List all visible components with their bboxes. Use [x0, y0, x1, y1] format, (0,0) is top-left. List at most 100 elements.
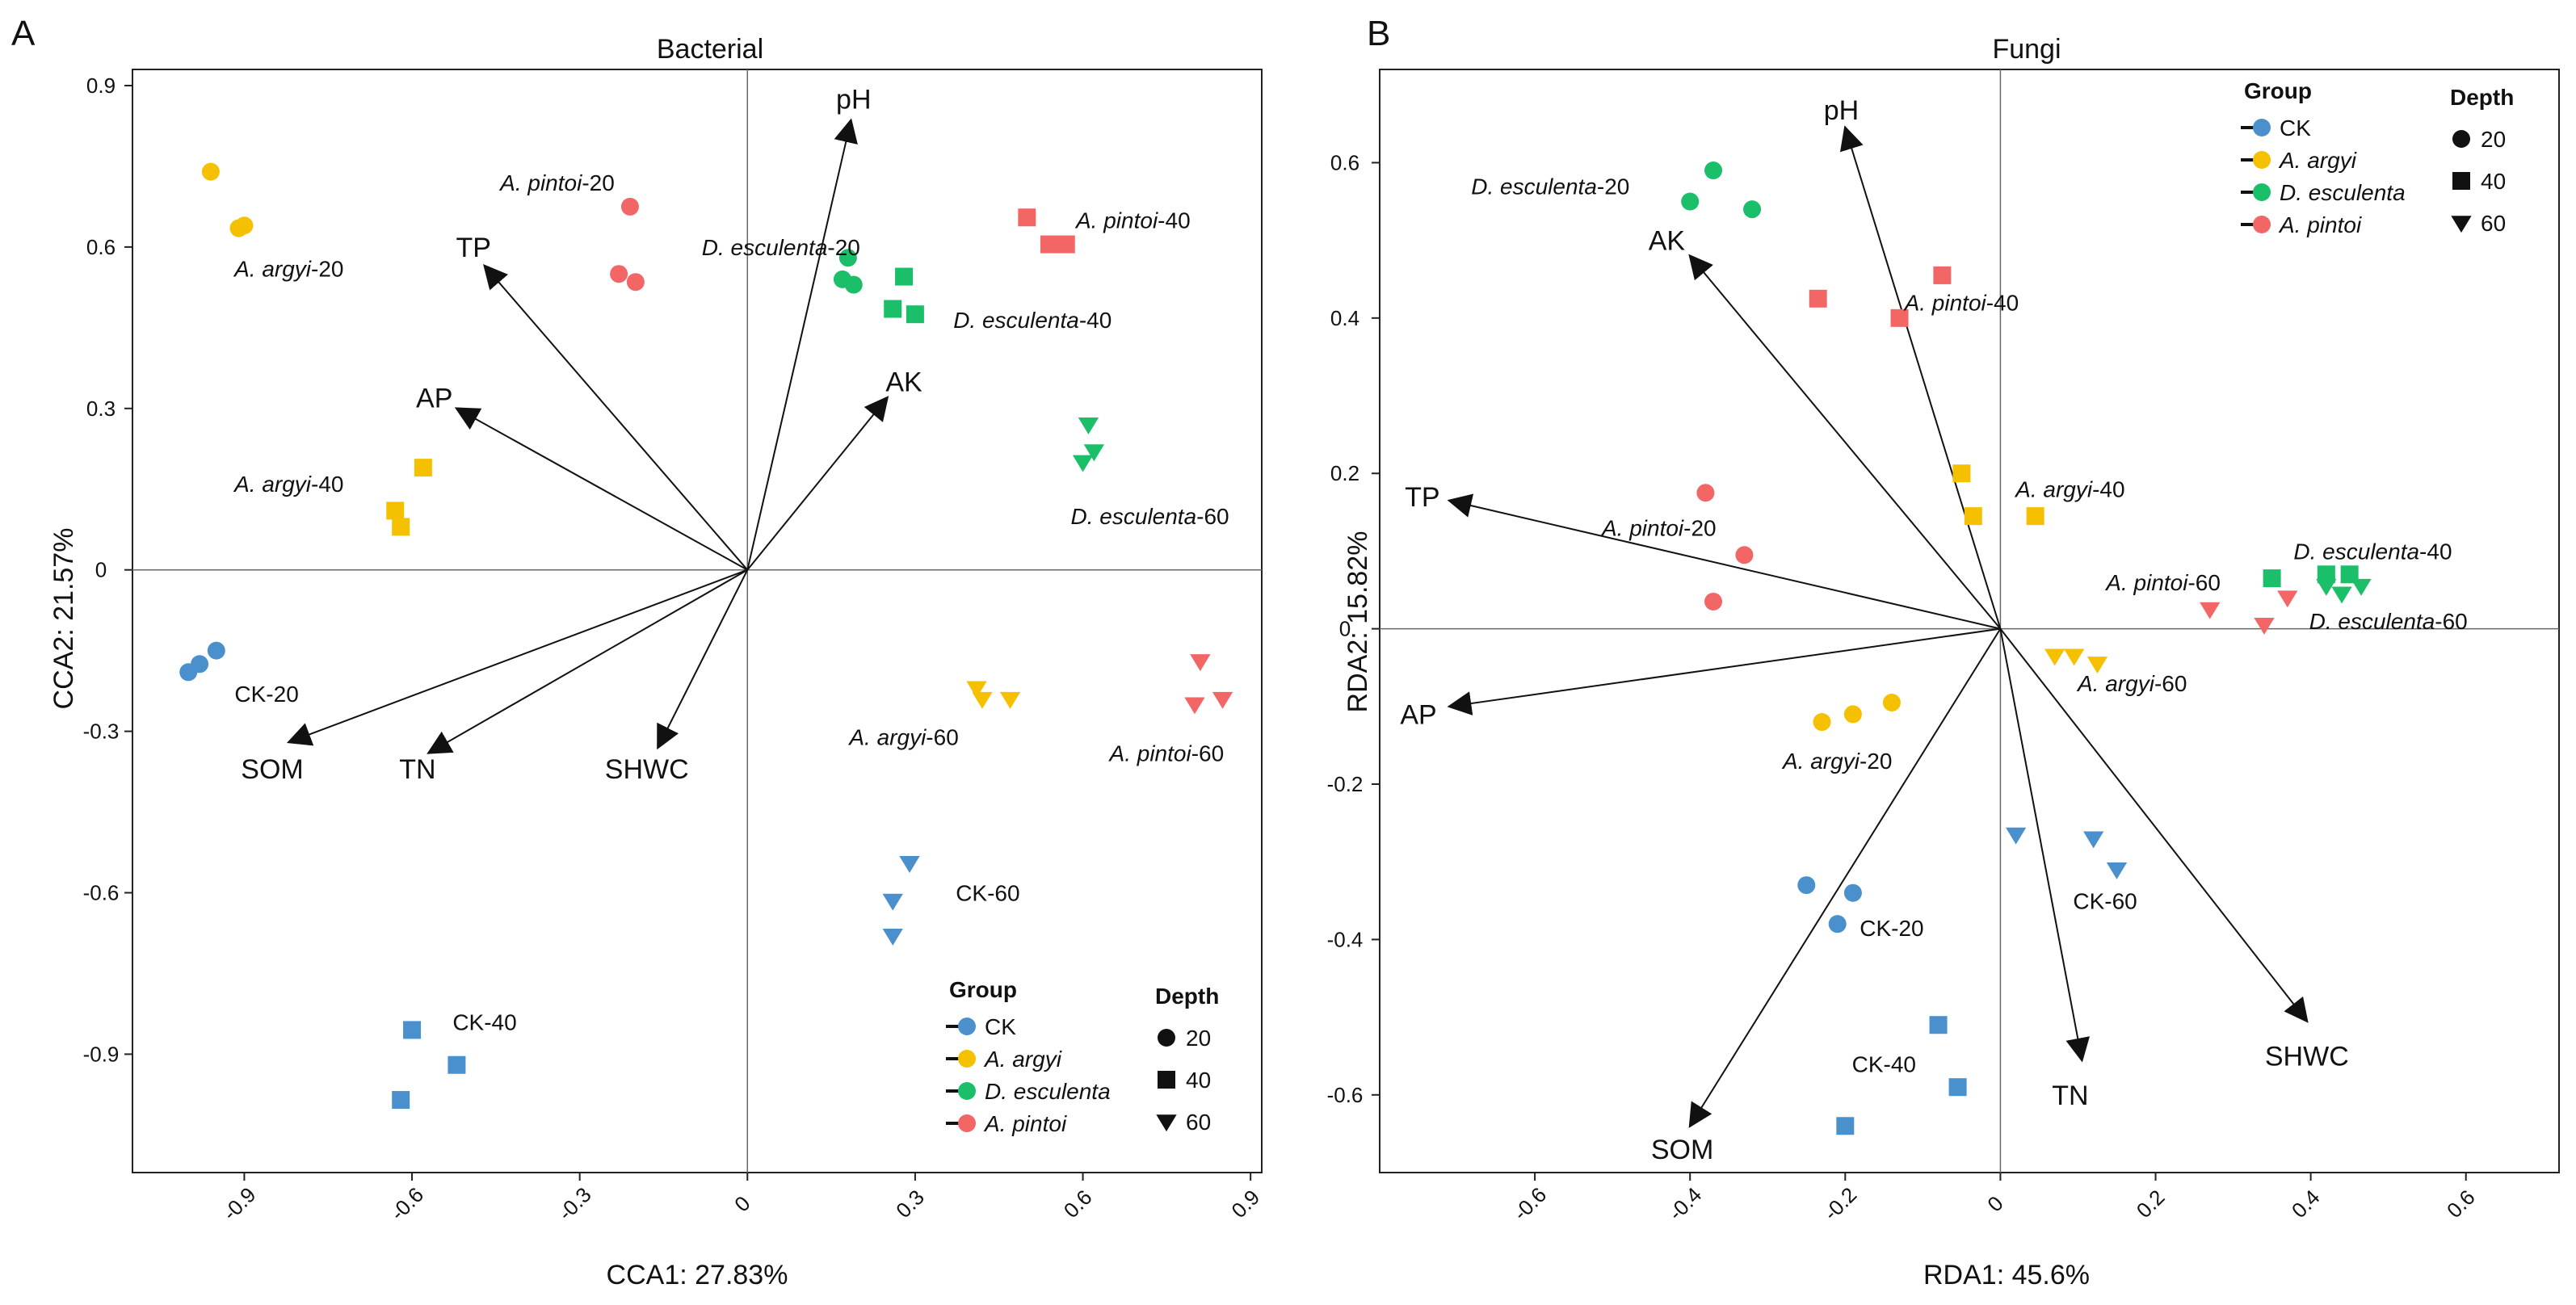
- panel-b-point-apintoi-40: [1933, 266, 1952, 284]
- panel-b-point-desculenta-60: [2351, 578, 2372, 596]
- legend-group-swatch: [958, 1114, 976, 1132]
- legend-depth-label: 60: [2481, 211, 2506, 236]
- panel-b-y-axis-label: RDA2: 15.82%: [1343, 531, 1373, 713]
- legend-depth-swatch: [1156, 1114, 1177, 1132]
- legend-depth-swatch: [2451, 216, 2472, 233]
- point-label-species: A. argyi: [2014, 476, 2093, 501]
- panel-a-point-label: CK-60: [956, 881, 1019, 906]
- panel-b-x-tick-label: -0.2: [1819, 1182, 1862, 1225]
- point-label-species: D. esculenta: [1071, 504, 1197, 529]
- panel-b-y-tick-label: 0.2: [1330, 461, 1359, 485]
- panel-b-vector-label-shwc: SHWC: [2265, 1042, 2349, 1072]
- panel-a-point-ck-40: [448, 1055, 466, 1074]
- panel-b-y-tick-label: 0.6: [1330, 150, 1359, 174]
- point-label-depth: -60: [2435, 609, 2467, 634]
- panel-a-vector-label-tn: TN: [399, 754, 435, 785]
- panel-b-point-ck-60: [2106, 862, 2128, 879]
- legend-group-label: D. esculenta: [2280, 180, 2406, 205]
- point-label-species: D. esculenta: [702, 235, 828, 260]
- panel-b-vector-label-tp: TP: [1405, 482, 1439, 513]
- panel-b-point-label: A. argyi-40: [2014, 476, 2124, 501]
- panel-b-point-aargyi-40: [1964, 507, 1982, 526]
- panel-b-y-tick-label: -0.6: [1327, 1083, 1364, 1107]
- panel-a-point-ck-60: [899, 856, 920, 873]
- panel-b-y-tick-label: 0.4: [1330, 306, 1359, 330]
- panel-b-point-ck-20: [1797, 876, 1816, 895]
- panel-b-point-label: A. pintoi-40: [1903, 291, 2019, 316]
- panel-a-vector-label-shwc: SHWC: [605, 754, 689, 785]
- panel-b-x-tick-label: -0.6: [1508, 1182, 1551, 1225]
- point-label-species: A. argyi: [2076, 671, 2155, 696]
- panel-b-point-label: CK-20: [1860, 916, 1923, 941]
- panel-b-letter: B: [1367, 14, 1390, 53]
- point-label-species: A. argyi: [1781, 749, 1860, 774]
- panel-b-point-aargyi-60: [2044, 648, 2065, 666]
- legend-group-label: A. pintoi: [2278, 212, 2362, 237]
- point-label-depth: -20: [1860, 749, 1892, 774]
- panel-b-point-apintoi-40: [1890, 308, 1909, 327]
- panel-a-point-aargyi-20: [201, 162, 220, 181]
- panel-b-point-apintoi-60: [2277, 590, 2298, 608]
- panel-a-point-ck-60: [882, 893, 903, 911]
- panel-a-vector-label-som: SOM: [241, 754, 303, 785]
- panel-a-vector-som: [286, 569, 748, 746]
- point-label-species: A. pintoi: [1074, 208, 1158, 233]
- panel-a-point-apintoi-60: [1212, 691, 1233, 709]
- panel-a-x-axis-label: CCA1: 27.83%: [607, 1260, 788, 1290]
- panel-b-y-tick-label: -0.2: [1327, 772, 1364, 796]
- point-label-species: A. pintoi: [498, 170, 582, 195]
- legend-depth-label: 20: [2481, 127, 2506, 152]
- point-label-depth: CK-60: [2073, 888, 2137, 913]
- panel-b-point-desculenta-40: [2263, 569, 2281, 588]
- panel-b-point-label: A. pintoi-20: [1600, 516, 1717, 541]
- panel-b-point-desculenta-40: [2340, 565, 2359, 584]
- panel-b-point-ck-60: [2005, 827, 2027, 845]
- panel-b-point-label: A. pintoi-60: [2104, 570, 2221, 595]
- panel-a-point-apintoi-40: [1018, 208, 1036, 227]
- panel-a-x-tick-label: 0.3: [891, 1185, 929, 1223]
- panel-a-point-label: A. pintoi-20: [498, 170, 615, 195]
- panel-b-point-ck-40: [1929, 1016, 1948, 1034]
- panel-a-point-desculenta-40: [895, 267, 914, 286]
- panel-b-point-desculenta-20: [1681, 192, 1700, 211]
- panel-b-x-tick-label: -0.4: [1663, 1182, 1706, 1225]
- panel-a-vector-tp: [483, 263, 749, 571]
- legend-group-title: Group: [2244, 78, 2312, 103]
- legend-group-label: D. esculenta: [985, 1079, 1111, 1104]
- panel-a-point-apintoi-40: [1057, 235, 1075, 254]
- panel-b-vector-tp: [1447, 493, 2001, 630]
- panel-b-plot-frame: [1379, 69, 2560, 1173]
- panel-a-vector-label-ph: pH: [836, 85, 871, 115]
- panel-a-plot-frame: [132, 69, 1263, 1173]
- legend-group-label: CK: [2280, 115, 2311, 141]
- panel-a-vector-ap: [454, 407, 748, 571]
- point-label-species: A. pintoi: [1903, 291, 1987, 316]
- point-label-depth: -20: [311, 257, 343, 282]
- point-label-depth: -60: [2154, 671, 2187, 696]
- panel-b-point-apintoi-40: [1809, 289, 1827, 308]
- legend-depth-label: 40: [1186, 1068, 1211, 1093]
- panel-a-point-aargyi-60: [972, 691, 993, 709]
- point-label-depth: CK-60: [956, 881, 1019, 906]
- legend-group-swatch: [958, 1082, 976, 1100]
- legend-group-label: A. argyi: [983, 1047, 1062, 1072]
- panel-b-point-apintoi-20: [1704, 592, 1723, 611]
- panel-a-point-ck-20: [207, 641, 225, 660]
- panel-a-point-ck-40: [403, 1021, 422, 1039]
- panel-b-point-aargyi-20: [1843, 705, 1862, 724]
- legend-group-swatch: [2253, 183, 2271, 201]
- panel-a-point-label: A. pintoi-60: [1108, 741, 1225, 766]
- panel-a-y-tick-label: 0.3: [86, 397, 116, 421]
- panel-a-title: Bacterial: [657, 34, 763, 65]
- legend-depth-label: 20: [1186, 1026, 1211, 1051]
- panel-a-point-desculenta-60: [1072, 455, 1094, 472]
- panel-a-point-desculenta-40: [906, 305, 924, 324]
- panel-b-point-ck-60: [2083, 831, 2104, 849]
- point-label-depth: -20: [1597, 174, 1629, 199]
- legend-group-swatch: [2253, 151, 2271, 169]
- panel-a-point-ck-60: [882, 929, 903, 946]
- panel-a-y-tick-label: -0.6: [83, 881, 120, 905]
- panel-a-point-desculenta-60: [1083, 444, 1105, 462]
- panel-b-legend: Group CK A. argyi D. esculenta A. pintoi Dept…: [2241, 78, 2514, 237]
